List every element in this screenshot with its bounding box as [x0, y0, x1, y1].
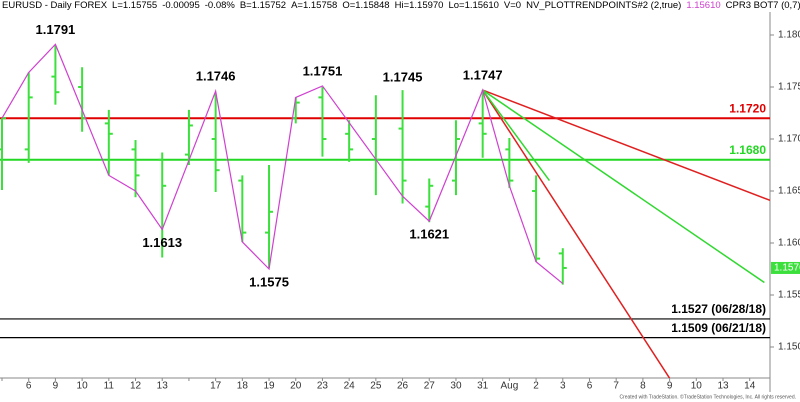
header-item: -0.00095: [162, 0, 200, 11]
header-item: A=1.15758: [291, 0, 338, 11]
pivot-label: 1.1613: [142, 235, 182, 250]
y-tick-label: 1.1700: [778, 134, 800, 145]
x-tick-label: 13: [157, 381, 169, 392]
last-price-box: [771, 261, 800, 274]
header-item: B=1.15752: [239, 0, 287, 11]
trendline: [482, 89, 765, 284]
x-tick-label: 10: [77, 381, 89, 392]
x-tick-label: 2: [533, 381, 539, 392]
x-tick-label: 19: [263, 381, 275, 392]
x-tick-label: 9: [667, 381, 673, 392]
x-tick-label: 10: [691, 381, 703, 392]
x-tick-label: 14: [744, 381, 756, 392]
footer: Created with TradeStation. ©TradeStation…: [619, 393, 796, 400]
x-tick-label: 30: [450, 381, 462, 392]
y-tick-label: 1.1550: [778, 290, 800, 301]
y-tick-label: 1.1600: [778, 238, 800, 249]
y-tick-label: 1.1800: [778, 30, 800, 41]
pivot-label: 1.1745: [383, 70, 423, 85]
plot-area: [0, 12, 770, 378]
x-tick-label: 17: [210, 381, 222, 392]
header-item: V=0: [503, 0, 522, 11]
pivot-label: 1.1621: [409, 227, 449, 242]
pivot-label: 1.1791: [36, 22, 76, 37]
x-tick-label: 23: [317, 381, 329, 392]
header: EURUSD - Daily FOREX L=1.15755 -0.00095 -0.…: [2, 0, 800, 12]
header-item: EURUSD - Daily FOREX: [2, 0, 108, 11]
header-item: L=1.15755: [112, 0, 158, 11]
header-item: -0.08%: [204, 0, 235, 11]
x-tick-label: 7: [613, 381, 619, 392]
header-item: Hi=1.15970: [394, 0, 444, 11]
last-price-label: 1.1576: [774, 263, 800, 274]
x-tick-label: 24: [344, 381, 356, 392]
x-tick-label: 11: [104, 381, 115, 392]
x-tick-label: 13: [717, 381, 729, 392]
header-item: 1.15610: [686, 0, 721, 11]
trendline: [482, 89, 551, 182]
x-tick-label: 3: [560, 381, 566, 392]
x-tick-label: 31: [477, 381, 489, 392]
level-label: 1.1720: [729, 101, 766, 115]
x-tick-label: 12: [130, 381, 142, 392]
y-tick-label: 1.1500: [778, 342, 800, 353]
header-item: Lo=1.15610: [448, 0, 499, 11]
header-item: O=1.15848: [342, 0, 390, 11]
pivot-label: 1.1746: [196, 69, 236, 84]
x-tick-label: 9: [53, 381, 59, 392]
y-tick-label: 1.1750: [778, 82, 800, 93]
pivot-label: 1.1575: [249, 274, 289, 289]
x-tick-label: 6: [587, 381, 593, 392]
x-tick-label: 26: [397, 381, 409, 392]
trendline: [482, 89, 671, 378]
x-tick-label: 18: [237, 381, 249, 392]
zigzag-line: [1, 43, 564, 285]
pivot-label: 1.1751: [303, 63, 343, 78]
level-label: 1.1509 (06/21/18): [671, 321, 766, 335]
header-item: CPR3 BOT7 (0,7): [725, 0, 800, 11]
x-tick-label: 25: [370, 381, 382, 392]
level-label: 1.1680: [729, 143, 766, 157]
pivot-label: 1.1747: [463, 68, 503, 83]
x-tick-label: 27: [424, 381, 436, 392]
y-tick-label: 1.1650: [778, 186, 800, 197]
x-tick-label: 6: [26, 381, 32, 392]
x-tick-label: 20: [290, 381, 302, 392]
level-label: 1.1527 (06/28/18): [671, 302, 766, 316]
x-tick-label: Aug: [500, 381, 518, 392]
trendline: [482, 89, 770, 202]
x-tick-label: 8: [640, 381, 646, 392]
header-item: NV_PLOTTRENDPOINTS#2 (2,true): [526, 0, 682, 11]
